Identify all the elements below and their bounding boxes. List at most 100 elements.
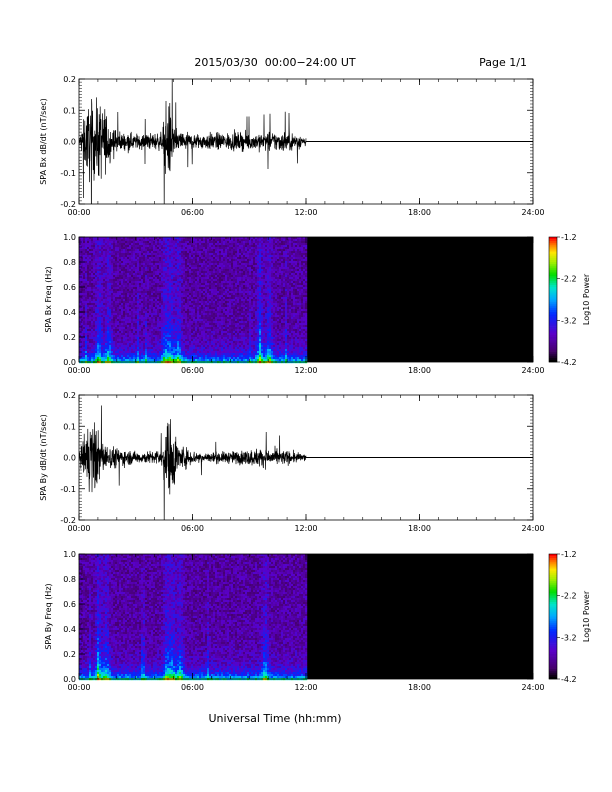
spec-cell <box>127 331 130 334</box>
spec-cell <box>217 311 220 314</box>
spec-cell <box>155 267 158 270</box>
spec-cell <box>211 335 214 338</box>
spec-cell <box>183 337 186 340</box>
spec-cell <box>163 317 166 320</box>
spec-cell <box>137 257 140 260</box>
spec-cell <box>177 305 180 308</box>
spec-cell <box>201 331 204 334</box>
spec-cell <box>115 297 118 300</box>
spec-cell <box>117 343 120 346</box>
spec-cell <box>227 241 230 244</box>
spec-cell <box>121 261 124 264</box>
spec-cell <box>85 257 88 260</box>
spec-cell <box>215 247 218 250</box>
spec-cell <box>119 359 122 362</box>
spec-cell <box>133 317 136 320</box>
spec-cell <box>111 327 114 330</box>
spec-cell <box>169 293 172 296</box>
spec-cell <box>93 255 96 258</box>
spec-cell <box>215 313 218 316</box>
spec-cell <box>163 343 166 346</box>
spec-cell <box>183 327 186 330</box>
spec-cell <box>97 275 100 278</box>
spec-cell <box>191 335 194 338</box>
spec-cell <box>175 317 178 320</box>
spec-cell <box>105 297 108 300</box>
spec-cell <box>201 263 204 266</box>
spec-cell <box>167 297 170 300</box>
spec-cell <box>117 311 120 314</box>
spec-cell <box>89 239 92 242</box>
spec-cell <box>93 313 96 316</box>
spec-cell <box>171 359 174 362</box>
spec-cell <box>149 275 152 278</box>
spec-cell <box>199 311 202 314</box>
spec-cell <box>129 301 132 304</box>
spec-cell <box>123 261 126 264</box>
spec-cell <box>123 239 126 242</box>
spec-cell <box>163 355 166 358</box>
spec-cell <box>197 357 200 360</box>
spec-cell <box>225 325 228 328</box>
spec-cell <box>83 263 86 266</box>
spec-cell <box>81 263 84 266</box>
spec-cell <box>141 247 144 250</box>
spec-cell <box>215 261 218 264</box>
spec-cell <box>147 261 150 264</box>
spec-cell <box>139 281 142 284</box>
spec-cell <box>203 353 206 356</box>
spec-cell <box>131 335 134 338</box>
spec-cell <box>87 257 90 260</box>
spec-cell <box>141 345 144 348</box>
spec-cell <box>115 329 118 332</box>
spec-cell <box>161 295 164 298</box>
spec-cell <box>213 253 216 256</box>
spec-cell <box>103 275 106 278</box>
spec-cell <box>151 325 154 328</box>
spec-cell <box>227 263 230 266</box>
spec-cell <box>139 355 142 358</box>
spec-cell <box>203 289 206 292</box>
spec-cell <box>131 337 134 340</box>
spec-cell <box>175 283 178 286</box>
spec-cell <box>109 327 112 330</box>
spec-cell <box>111 297 114 300</box>
spec-cell <box>155 293 158 296</box>
spec-cell <box>145 321 148 324</box>
spec-cell <box>169 251 172 254</box>
spec-cell <box>109 353 112 356</box>
spec-cell <box>215 339 218 342</box>
spec-cell <box>163 243 166 246</box>
spec-cell <box>129 317 132 320</box>
spec-cell <box>193 261 196 264</box>
spec-cell <box>117 327 120 330</box>
spec-cell <box>117 267 120 270</box>
spec-cell <box>115 323 118 326</box>
spec-cell <box>91 271 94 274</box>
spec-cell <box>127 301 130 304</box>
spec-cell <box>79 263 82 266</box>
spec-cell <box>159 313 162 316</box>
spec-cell <box>203 359 206 362</box>
spec-cell <box>169 249 172 252</box>
spec-cell <box>211 289 214 292</box>
spec-cell <box>141 347 144 350</box>
spec-cell <box>113 317 116 320</box>
spec-cell <box>99 335 102 338</box>
spec-cell <box>113 319 116 322</box>
spec-cell <box>79 257 82 260</box>
spec-cell <box>197 275 200 278</box>
spec-cell <box>191 305 194 308</box>
spec-cell <box>227 271 230 274</box>
spec-cell <box>179 355 182 358</box>
spec-cell <box>159 285 162 288</box>
spec-cell <box>141 291 144 294</box>
spec-cell <box>137 359 140 362</box>
spec-cell <box>155 329 158 332</box>
spec-cell <box>123 269 126 272</box>
spec-cell <box>139 287 142 290</box>
spec-cell <box>195 283 198 286</box>
spec-cell <box>215 335 218 338</box>
spec-cell <box>169 349 172 352</box>
spec-cell <box>161 245 164 248</box>
